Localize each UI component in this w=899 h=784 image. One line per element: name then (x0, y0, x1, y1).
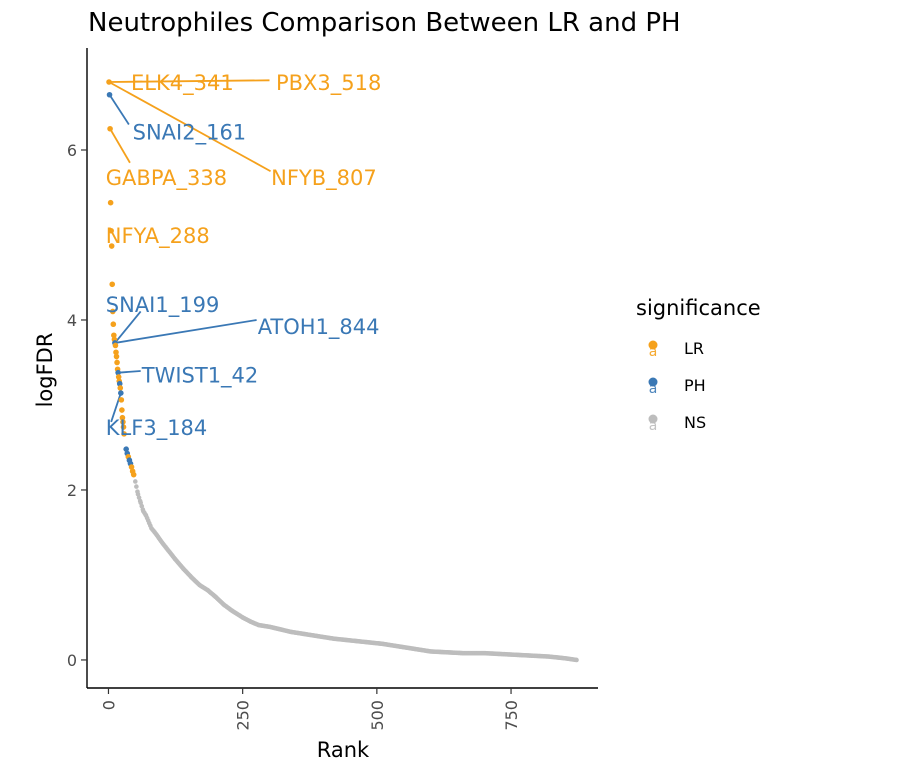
legend-key-ph (648, 377, 658, 387)
significant-points (106, 79, 137, 478)
y-tick-label: 6 (67, 141, 77, 160)
annotation-label: ELK4_341 (131, 71, 234, 96)
legend-label-ph: PH (684, 376, 706, 395)
point-lr (115, 374, 122, 380)
annotation-connector (108, 94, 130, 125)
point-ph (106, 91, 113, 98)
annotation-connector (109, 79, 270, 83)
annotation-connector (108, 81, 272, 173)
point-ph (116, 380, 123, 387)
point-lr (120, 419, 126, 425)
point-lr (109, 308, 116, 315)
y-axis-ticks: 0 2 4 6 (67, 141, 87, 670)
x-tick-label: 750 (502, 700, 521, 731)
legend-key-ns (648, 414, 658, 424)
legend-key-lr (648, 340, 658, 350)
x-tick-label: 250 (234, 700, 253, 731)
point-lr (108, 227, 114, 234)
annotation-connector (114, 310, 142, 344)
point-lr (130, 471, 137, 478)
point-lr (120, 424, 127, 430)
ns-point (574, 657, 579, 663)
point-lr (128, 464, 135, 470)
point-lr (108, 243, 115, 249)
x-axis-ticks: 0 250 500 750 (99, 688, 521, 731)
annotation-label: NFYA_288 (106, 224, 210, 249)
x-tick-label: 0 (99, 700, 118, 710)
legend-key-glyph: a (649, 418, 658, 434)
x-axis-title: Rank (317, 738, 370, 762)
point-ph (123, 446, 129, 452)
point-lr (106, 79, 112, 85)
point-lr (117, 385, 124, 391)
point-lr (113, 353, 120, 360)
annotation-label: SNAI1_199 (106, 293, 220, 318)
y-tick-label: 4 (67, 311, 77, 330)
ns-point (133, 479, 138, 484)
y-tick-label: 0 (67, 651, 77, 670)
point-ph (118, 390, 124, 396)
legend-key-glyph: a (649, 381, 658, 397)
point-lr (121, 431, 127, 437)
annotation-label: ATOH1_844 (258, 315, 380, 340)
point-lr (119, 414, 126, 421)
point-lr (107, 125, 113, 132)
annotation-labels: ELK4_341 PBX3_518 SNAI2_161 NFYB_807 GABPA_3… (106, 71, 382, 441)
annotation-label: KLF3_184 (106, 416, 208, 441)
x-tick-label: 500 (368, 700, 387, 731)
chart-title: Neutrophiles Comparison Between LR and P… (88, 8, 681, 38)
point-lr (118, 397, 125, 403)
legend-entries: a LR a PH a NS (648, 339, 706, 434)
point-lr (119, 407, 125, 413)
annotation-connector (118, 370, 141, 374)
y-tick-label: 2 (67, 481, 77, 500)
point-lr (109, 281, 116, 288)
legend-title: significance (636, 296, 761, 320)
annotation-connector (114, 319, 257, 344)
point-lr (112, 342, 119, 349)
annotation-connector (109, 128, 131, 164)
legend: significance a LR a PH a NS (636, 296, 761, 434)
point-lr (107, 199, 114, 206)
annotation-label: SNAI2_161 (133, 120, 247, 145)
annotation-label: GABPA_338 (106, 166, 227, 191)
annotation-lines (108, 79, 272, 423)
point-lr (110, 321, 117, 328)
ns-point (134, 484, 139, 489)
point-lr (111, 332, 117, 339)
legend-key-glyph: a (649, 344, 658, 360)
annotation-label: PBX3_518 (276, 71, 381, 96)
annotation-label: NFYB_807 (271, 166, 377, 191)
annotation-connector (110, 392, 122, 423)
legend-label-lr: LR (684, 339, 704, 358)
legend-label-ns: NS (684, 413, 706, 432)
y-axis-title: logFDR (33, 333, 57, 408)
ns-points (133, 479, 579, 663)
point-lr (114, 359, 120, 366)
annotation-label: TWIST1_42 (141, 363, 259, 388)
point-lr (113, 349, 119, 356)
point-ph (115, 369, 121, 376)
